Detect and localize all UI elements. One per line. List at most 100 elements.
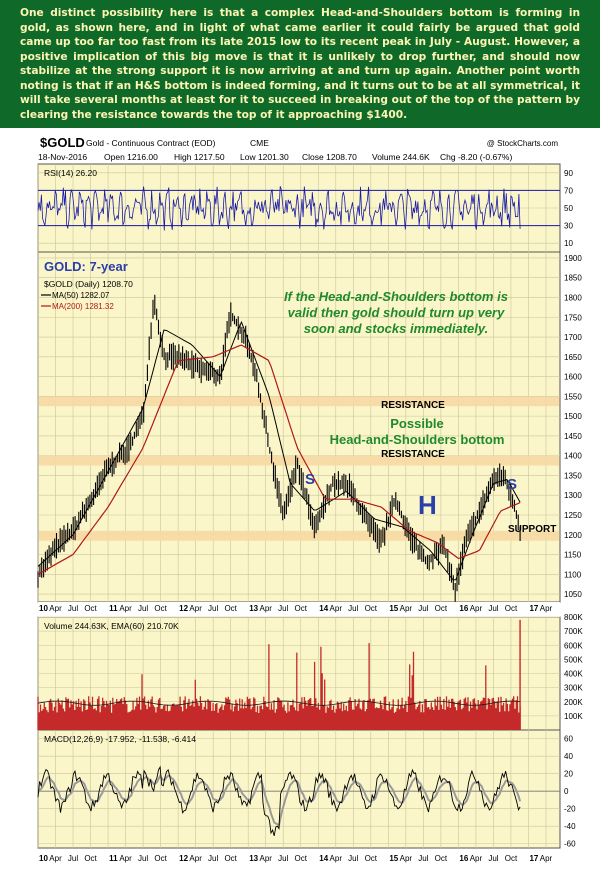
legend-ma200: MA(200) 1281.32 — [52, 302, 114, 311]
resistance-lower-label: RESISTANCE — [381, 449, 445, 460]
band-1 — [39, 455, 559, 466]
price-tick-3: 1200 — [564, 531, 582, 540]
rsi-series — [37, 186, 521, 231]
x-tick-3-0-0: 13 — [249, 604, 258, 613]
vol-tick-5: 600K — [564, 641, 583, 650]
x-tick-6-1-1: Apr — [470, 854, 483, 863]
price-tick-2: 1150 — [564, 551, 582, 560]
x-tick-5-0-0: 15 — [389, 604, 398, 613]
x-tick-3-3-1: Oct — [295, 854, 308, 863]
axis-strip — [38, 602, 560, 617]
x-tick-4-0-1: 14 — [319, 854, 328, 863]
macd-tick-6: 60 — [564, 735, 573, 744]
watermark: @ StockCharts.com — [487, 139, 559, 148]
vol-tick-6: 700K — [564, 627, 583, 636]
vol-tick-1: 200K — [564, 698, 583, 707]
x-tick-0-0-0: 10 — [39, 604, 48, 613]
commentary-text: One distinct possibility here is that a … — [0, 0, 600, 128]
rsi-tick-2: 50 — [564, 204, 573, 213]
price-tick-7: 1400 — [564, 452, 582, 461]
macd-tick-4: 20 — [564, 770, 573, 779]
left-shoulder-label: S — [305, 471, 315, 488]
x-tick-3-1-1: Apr — [259, 854, 272, 863]
x-tick-7-1-0: Apr — [540, 604, 553, 613]
x-tick-2-3-0: Oct — [224, 604, 237, 613]
x-tick-6-2-1: Jul — [488, 854, 498, 863]
level-bands — [39, 396, 559, 541]
x-tick-7-1-1: Apr — [540, 854, 553, 863]
x-tick-2-2-1: Jul — [208, 854, 218, 863]
x-tick-2-0-1: 12 — [179, 854, 188, 863]
x-tick-2-1-0: Apr — [189, 604, 202, 613]
support-label: SUPPORT — [508, 524, 556, 535]
x-tick-6-0-0: 16 — [459, 604, 468, 613]
x-tick-5-3-0: Oct — [435, 604, 448, 613]
head-label: H — [418, 490, 437, 520]
price-tick-1: 1100 — [564, 570, 582, 579]
x-tick-5-0-1: 15 — [389, 854, 398, 863]
x-tick-1-1-0: Apr — [119, 604, 132, 613]
x-tick-0-3-1: Oct — [84, 854, 97, 863]
x-tick-4-1-1: Apr — [330, 854, 343, 863]
price-tick-15: 1800 — [564, 293, 582, 302]
right-shoulder-label: S — [507, 476, 517, 493]
x-tick-6-3-0: Oct — [505, 604, 518, 613]
annotation-line-2: valid then gold should turn up very — [288, 305, 505, 320]
macd-tick-1: -40 — [564, 822, 576, 831]
x-tick-7-0-1: 17 — [529, 854, 538, 863]
annotation-note: If the Head-and-Shoulders bottom is vali… — [284, 289, 508, 336]
x-tick-3-2-1: Jul — [278, 854, 288, 863]
x-tick-5-2-0: Jul — [418, 604, 428, 613]
price-series — [37, 294, 521, 602]
price-tick-16: 1850 — [564, 274, 582, 283]
hs-possible-label: Possible — [390, 416, 443, 431]
x-tick-6-0-1: 16 — [459, 854, 468, 863]
price-bars — [37, 294, 521, 602]
x-tick-2-0-0: 12 — [179, 604, 188, 613]
price-tick-17: 1900 — [564, 254, 582, 263]
vol-tick-2: 300K — [564, 684, 583, 693]
volume-label: Volume 244.63K, EMA(60) 210.70K — [44, 621, 179, 631]
price-legend: $GOLD (Daily) 1208.70 MA(50) 1282.07 MA(… — [41, 279, 133, 311]
annotation-line-3: soon and stocks immediately. — [304, 321, 488, 336]
x-tick-1-2-0: Jul — [138, 604, 148, 613]
x-tick-4-3-1: Oct — [365, 854, 378, 863]
macd-panel — [37, 729, 561, 849]
x-tick-2-2-0: Jul — [208, 604, 218, 613]
chart-symbol: $GOLD — [40, 135, 85, 150]
vol-tick-4: 500K — [564, 655, 583, 664]
price-tick-4: 1250 — [564, 511, 582, 520]
x-tick-4-3-0: Oct — [365, 604, 378, 613]
vol-tick-0: 100K — [564, 712, 583, 721]
annotation-line-1: If the Head-and-Shoulders bottom is — [284, 289, 508, 304]
volume-ema-line — [37, 700, 521, 706]
chart-open: Open 1216.00 — [104, 152, 158, 162]
price-tick-13: 1700 — [564, 333, 582, 342]
x-tick-1-0-1: 11 — [109, 854, 118, 863]
rsi-tick-3: 70 — [564, 186, 573, 195]
x-tick-0-2-0: Jul — [68, 604, 78, 613]
chart-close: Close 1208.70 — [302, 152, 357, 162]
rsi-tick-1: 30 — [564, 222, 573, 231]
x-tick-6-1-0: Apr — [470, 604, 483, 613]
rsi-label: RSI(14) 26.20 — [44, 168, 97, 178]
x-tick-5-3-1: Oct — [435, 854, 448, 863]
price-tick-11: 1600 — [564, 373, 582, 382]
rsi-tick-0: 10 — [564, 239, 573, 248]
macd-tick-5: 40 — [564, 752, 573, 761]
price-tick-10: 1550 — [564, 392, 582, 401]
x-tick-3-0-1: 13 — [249, 854, 258, 863]
x-tick-5-1-1: Apr — [400, 854, 413, 863]
ma200-line — [37, 344, 521, 575]
band-2 — [39, 530, 559, 541]
x-tick-0-1-1: Apr — [49, 854, 62, 863]
chart-exchange: CME — [250, 138, 269, 148]
x-tick-2-1-1: Apr — [189, 854, 202, 863]
price-tick-9: 1500 — [564, 412, 582, 421]
x-tick-4-2-0: Jul — [348, 604, 358, 613]
x-tick-1-3-0: Oct — [154, 604, 167, 613]
x-tick-1-3-1: Oct — [154, 854, 167, 863]
price-panel — [37, 251, 561, 603]
price-tick-8: 1450 — [564, 432, 582, 441]
resistance-upper-label: RESISTANCE — [381, 400, 445, 411]
